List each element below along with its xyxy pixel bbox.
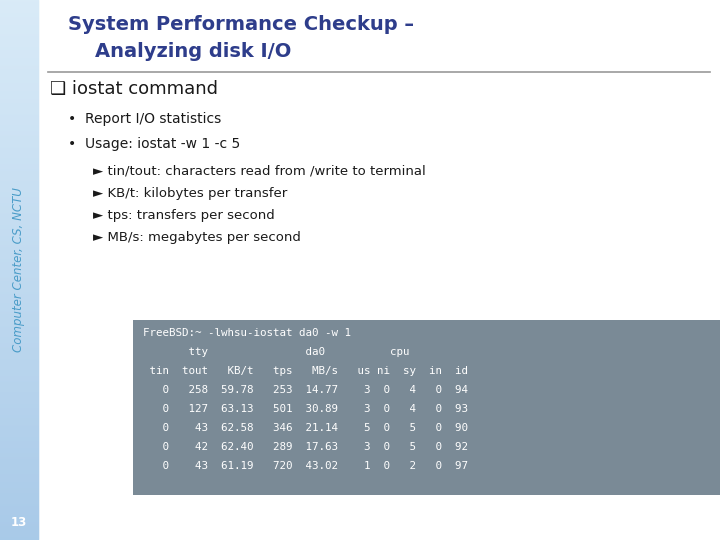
Bar: [133, 320, 720, 495]
Text: 0    43  61.19   720  43.02    1  0   2   0  97: 0 43 61.19 720 43.02 1 0 2 0 97: [143, 461, 468, 471]
Text: ❑ iostat command: ❑ iostat command: [50, 80, 218, 98]
Text: tty               da0          cpu: tty da0 cpu: [143, 347, 410, 357]
Text: tin  tout   KB/t   tps   MB/s   us ni  sy  in  id: tin tout KB/t tps MB/s us ni sy in id: [143, 366, 468, 376]
Text: ► tps: transfers per second: ► tps: transfers per second: [93, 209, 275, 222]
Text: ► tin/tout: characters read from /write to terminal: ► tin/tout: characters read from /write …: [93, 165, 426, 178]
Text: 0    43  62.58   346  21.14    5  0   5   0  90: 0 43 62.58 346 21.14 5 0 5 0 90: [143, 423, 468, 433]
Text: •  Usage: iostat -w 1 -c 5: • Usage: iostat -w 1 -c 5: [68, 137, 240, 151]
Text: 0   127  63.13   501  30.89    3  0   4   0  93: 0 127 63.13 501 30.89 3 0 4 0 93: [143, 404, 468, 414]
Text: FreeBSD:~ -lwhsu-iostat da0 -w 1: FreeBSD:~ -lwhsu-iostat da0 -w 1: [143, 328, 351, 338]
Text: 0   258  59.78   253  14.77    3  0   4   0  94: 0 258 59.78 253 14.77 3 0 4 0 94: [143, 385, 468, 395]
Text: System Performance Checkup –: System Performance Checkup –: [68, 15, 414, 34]
Text: Analyzing disk I/O: Analyzing disk I/O: [68, 42, 292, 61]
Text: 13: 13: [11, 516, 27, 529]
Circle shape: [6, 509, 32, 535]
Text: 0    42  62.40   289  17.63    3  0   5   0  92: 0 42 62.40 289 17.63 3 0 5 0 92: [143, 442, 468, 452]
Text: ► MB/s: megabytes per second: ► MB/s: megabytes per second: [93, 231, 301, 244]
Text: •  Report I/O statistics: • Report I/O statistics: [68, 112, 221, 126]
Text: ► KB/t: kilobytes per transfer: ► KB/t: kilobytes per transfer: [93, 187, 287, 200]
Text: Computer Center, CS, NCTU: Computer Center, CS, NCTU: [12, 187, 25, 353]
